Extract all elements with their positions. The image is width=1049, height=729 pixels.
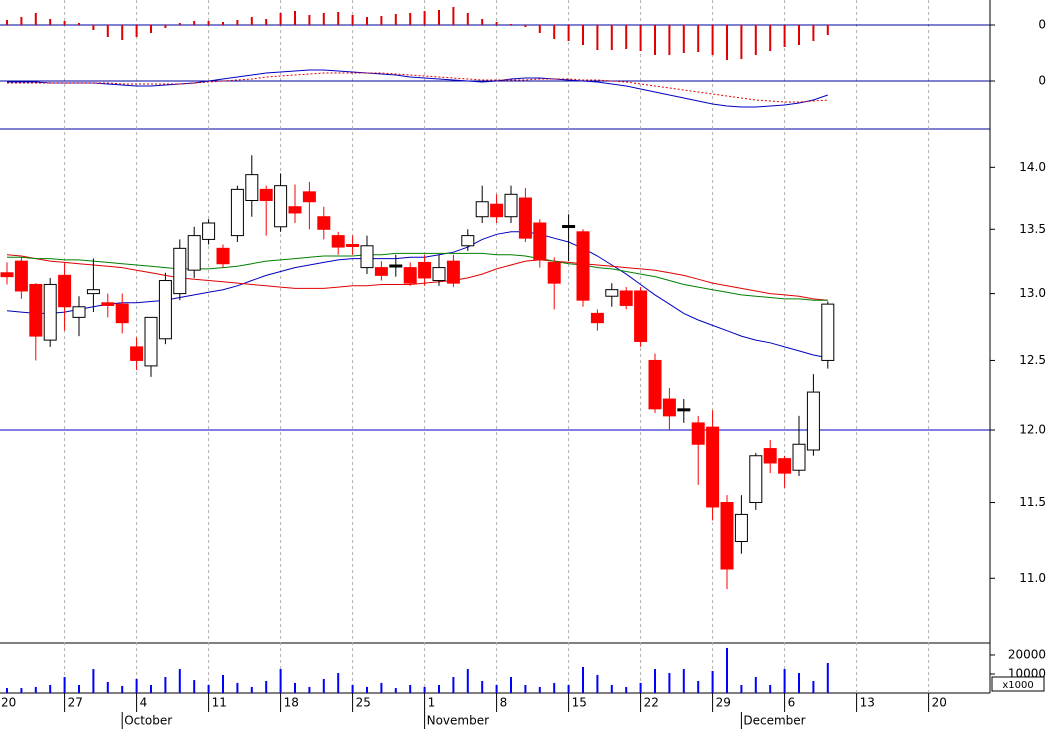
candle-body — [446, 260, 460, 284]
candle-body — [29, 283, 43, 337]
y-tick-label: 12.5 — [1019, 353, 1046, 367]
x-tick-label: 11 — [212, 696, 227, 710]
candle-body — [662, 398, 676, 417]
candle-body — [202, 222, 216, 240]
candle-body — [461, 235, 475, 247]
x-tick-label: 20 — [1, 696, 16, 710]
candle-body — [274, 185, 288, 228]
y-tick-label: 11.5 — [1019, 495, 1046, 509]
candle-body — [288, 206, 302, 214]
x-tick-label: 8 — [500, 696, 508, 710]
candle-body — [346, 244, 360, 248]
candle-body — [101, 302, 115, 306]
candle-body — [173, 247, 187, 295]
candle-body — [43, 283, 57, 341]
candle-body — [806, 391, 820, 451]
x-tick-label: 15 — [572, 696, 587, 710]
x-tick-label: 27 — [68, 696, 83, 710]
y-tick-label: 11.0 — [1019, 571, 1046, 585]
candle-body — [490, 203, 504, 218]
candle-body — [317, 216, 331, 230]
candle-body — [576, 231, 590, 301]
candle-body — [734, 513, 748, 542]
candle-body — [115, 303, 129, 324]
candle-body — [245, 174, 259, 202]
candle-body — [0, 272, 14, 278]
candle-body — [677, 408, 691, 412]
candle-body — [533, 222, 547, 261]
candle-body — [360, 245, 374, 269]
candle-body — [432, 267, 446, 282]
x-tick-label: 18 — [284, 696, 299, 710]
series-line — [7, 69, 828, 108]
candle-body — [58, 274, 72, 308]
y-tick-label: 12.0 — [1019, 423, 1046, 437]
x-tick-label: 4 — [140, 696, 148, 710]
candle-body — [619, 290, 633, 306]
x-tick-label: 29 — [716, 696, 731, 710]
y-tick-label: 0 — [1038, 18, 1046, 32]
unit-label: x1000 — [1002, 680, 1033, 691]
candle-body — [130, 346, 144, 361]
x-tick-label: 1 — [428, 696, 436, 710]
candle-body — [230, 188, 244, 237]
candle-body — [418, 261, 432, 279]
candle-body — [821, 303, 835, 361]
candle-body — [389, 264, 403, 268]
candle-body — [187, 235, 201, 271]
candle-body — [403, 267, 417, 284]
y-tick-label: 13.0 — [1019, 286, 1046, 300]
candle-body — [144, 316, 158, 367]
candle-body — [374, 267, 388, 276]
y-tick-label: 0 — [1038, 74, 1046, 88]
candle-body — [634, 290, 648, 342]
candle-body — [14, 260, 28, 292]
candle-body — [792, 443, 806, 471]
candle-body — [475, 201, 489, 218]
candle-body — [648, 359, 662, 410]
month-label: November — [427, 714, 489, 728]
month-label: December — [743, 714, 805, 728]
candle-body — [605, 289, 619, 297]
candle-body — [720, 502, 734, 570]
candle-body — [691, 422, 705, 445]
candle-body — [86, 289, 100, 295]
x-tick-label: 13 — [860, 696, 875, 710]
y-tick-label: 20000 — [1008, 647, 1046, 661]
candle-body — [302, 191, 316, 203]
candle-body — [706, 426, 720, 508]
candle-body — [590, 312, 604, 324]
candle-body — [763, 448, 777, 464]
candle-body — [504, 193, 518, 218]
x-tick-label: 20 — [932, 696, 947, 710]
series-line — [6, 254, 828, 301]
candle-body — [216, 247, 230, 265]
y-tick-label: 13.5 — [1019, 222, 1046, 236]
x-tick-label: 6 — [788, 696, 796, 710]
candle-body — [259, 188, 273, 202]
candle-body — [749, 455, 763, 504]
candle-body — [331, 235, 345, 248]
month-label: October — [124, 714, 172, 728]
series-line — [7, 252, 828, 301]
series-line — [7, 72, 828, 103]
series-line — [6, 231, 828, 359]
y-tick-label: 14.0 — [1019, 160, 1046, 174]
candle-body — [778, 458, 792, 474]
candle-body — [72, 306, 86, 318]
unit-box — [991, 676, 1045, 692]
candle-body — [518, 197, 532, 239]
x-tick-label: 25 — [356, 696, 371, 710]
candle-body — [158, 280, 172, 340]
candle-body — [562, 225, 576, 229]
candle-body — [547, 261, 561, 284]
x-tick-label: 22 — [644, 696, 659, 710]
